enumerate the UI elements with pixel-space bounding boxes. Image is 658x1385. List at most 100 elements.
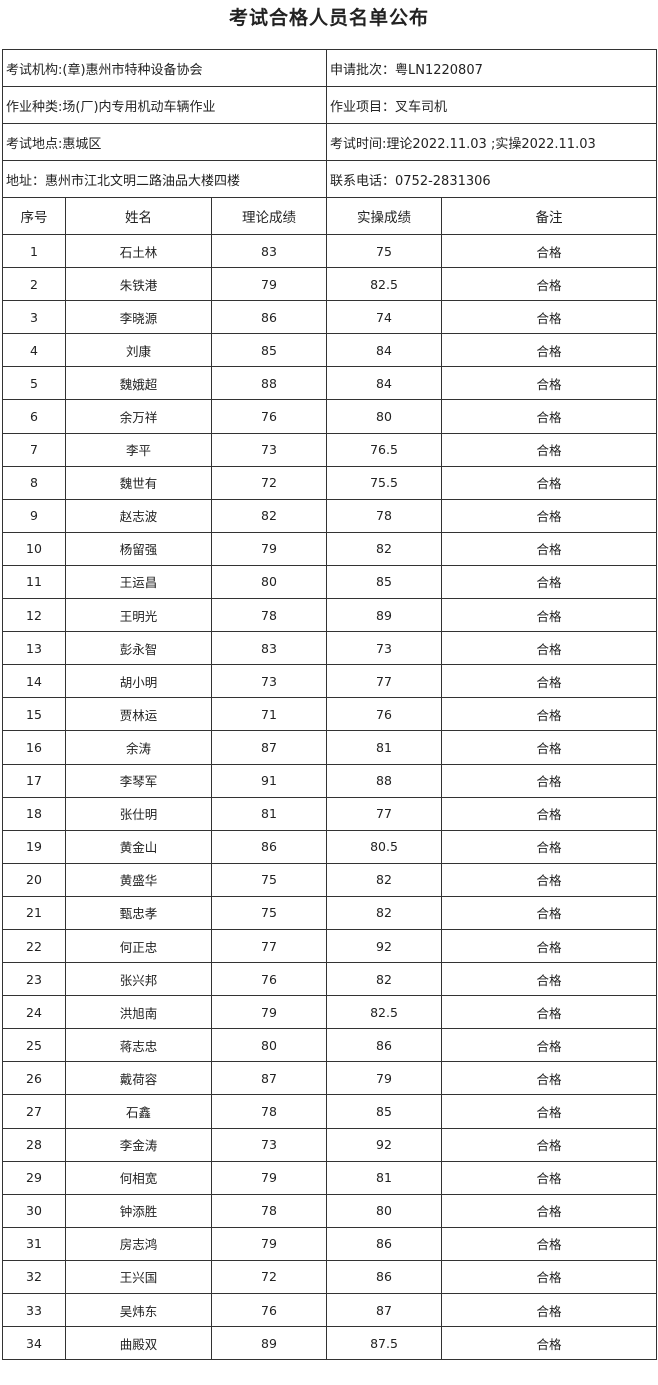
cell-practical-score: 80.5 bbox=[326, 829, 442, 864]
cell-no: 27 bbox=[2, 1094, 66, 1129]
cell-practical-score: 88 bbox=[326, 763, 442, 798]
cell-name: 蒋志忠 bbox=[65, 1028, 212, 1063]
cell-practical-score: 80 bbox=[326, 1193, 442, 1228]
table-row: 30 钟添胜 78 80 合格 bbox=[2, 1193, 657, 1228]
table-row: 7 李平 73 76.5 合格 bbox=[2, 432, 657, 467]
cell-practical-score: 86 bbox=[326, 1259, 442, 1295]
cell-practical-score: 74 bbox=[326, 300, 442, 335]
cell-practical-score: 78 bbox=[326, 498, 442, 533]
cell-practical-score: 87 bbox=[326, 1292, 442, 1328]
cell-no: 30 bbox=[2, 1193, 66, 1228]
table-row: 10 杨留强 79 82 合格 bbox=[2, 531, 657, 566]
cell-theory-score: 85 bbox=[211, 333, 327, 368]
application-batch: 申请批次：粤LN1220807 bbox=[326, 49, 657, 87]
cell-name: 戴荷容 bbox=[65, 1061, 212, 1096]
cell-no: 12 bbox=[2, 598, 66, 633]
table-row: 24 洪旭南 79 82.5 合格 bbox=[2, 995, 657, 1030]
cell-name: 李琴军 bbox=[65, 763, 212, 798]
cell-name: 胡小明 bbox=[65, 664, 212, 699]
cell-practical-score: 92 bbox=[326, 1127, 442, 1162]
table-row: 22 何正忠 77 92 合格 bbox=[2, 928, 657, 964]
cell-theory-score: 83 bbox=[211, 233, 327, 269]
cell-no: 16 bbox=[2, 730, 66, 765]
cell-name: 黄金山 bbox=[65, 829, 212, 864]
header-remark: 备注 bbox=[441, 197, 657, 235]
cell-theory-score: 78 bbox=[211, 1094, 327, 1129]
table-row: 8 魏世有 72 75.5 合格 bbox=[2, 465, 657, 500]
table-row: 3 李晓源 86 74 合格 bbox=[2, 300, 657, 335]
cell-remark: 合格 bbox=[441, 730, 657, 765]
cell-practical-score: 92 bbox=[326, 928, 442, 964]
cell-no: 29 bbox=[2, 1160, 66, 1195]
cell-no: 20 bbox=[2, 862, 66, 897]
cell-practical-score: 77 bbox=[326, 664, 442, 699]
cell-name: 刘康 bbox=[65, 333, 212, 368]
table-row: 29 何相宽 79 81 合格 bbox=[2, 1160, 657, 1195]
cell-remark: 合格 bbox=[441, 1094, 657, 1129]
table-header: 序号 姓名 理论成绩 实操成绩 备注 bbox=[2, 197, 657, 235]
cell-theory-score: 79 bbox=[211, 995, 327, 1030]
cell-no: 13 bbox=[2, 631, 66, 666]
cell-theory-score: 72 bbox=[211, 1259, 327, 1295]
cell-theory-score: 76 bbox=[211, 962, 327, 997]
cell-remark: 合格 bbox=[441, 1028, 657, 1063]
work-item: 作业项目：叉车司机 bbox=[326, 86, 657, 124]
cell-remark: 合格 bbox=[441, 1127, 657, 1162]
cell-theory-score: 73 bbox=[211, 664, 327, 699]
cell-name: 彭永智 bbox=[65, 631, 212, 666]
cell-theory-score: 75 bbox=[211, 895, 327, 930]
table-row: 18 张仕明 81 77 合格 bbox=[2, 796, 657, 831]
cell-theory-score: 91 bbox=[211, 763, 327, 798]
cell-no: 6 bbox=[2, 399, 66, 434]
info-row: 考试机构:(章)惠州市特种设备协会 申请批次：粤LN1220807 bbox=[2, 49, 657, 87]
cell-theory-score: 79 bbox=[211, 1226, 327, 1261]
cell-theory-score: 87 bbox=[211, 730, 327, 765]
results-table: 考试机构:(章)惠州市特种设备协会 申请批次：粤LN1220807 作业种类:场… bbox=[2, 49, 657, 1361]
cell-remark: 合格 bbox=[441, 267, 657, 302]
table-row: 14 胡小明 73 77 合格 bbox=[2, 664, 657, 699]
cell-practical-score: 81 bbox=[326, 1160, 442, 1195]
cell-practical-score: 73 bbox=[326, 631, 442, 666]
cell-theory-score: 78 bbox=[211, 1193, 327, 1228]
table-row: 13 彭永智 83 73 合格 bbox=[2, 631, 657, 666]
cell-theory-score: 76 bbox=[211, 399, 327, 434]
cell-remark: 合格 bbox=[441, 962, 657, 997]
header-name: 姓名 bbox=[65, 197, 212, 235]
cell-name: 王明光 bbox=[65, 598, 212, 633]
cell-theory-score: 80 bbox=[211, 1028, 327, 1063]
header-theory-score: 理论成绩 bbox=[211, 197, 327, 235]
cell-no: 25 bbox=[2, 1028, 66, 1063]
cell-remark: 合格 bbox=[441, 862, 657, 897]
cell-name: 魏娥超 bbox=[65, 366, 212, 401]
cell-name: 曲殿双 bbox=[65, 1326, 212, 1361]
cell-practical-score: 84 bbox=[326, 366, 442, 401]
cell-remark: 合格 bbox=[441, 233, 657, 269]
contact-phone: 联系电话：0752-2831306 bbox=[326, 160, 657, 198]
cell-no: 15 bbox=[2, 697, 66, 732]
cell-theory-score: 71 bbox=[211, 697, 327, 732]
table-row: 26 戴荷容 87 79 合格 bbox=[2, 1061, 657, 1096]
table-row: 32 王兴国 72 86 合格 bbox=[2, 1259, 657, 1295]
cell-name: 甄忠孝 bbox=[65, 895, 212, 930]
table-row: 31 房志鸿 79 86 合格 bbox=[2, 1226, 657, 1261]
cell-no: 9 bbox=[2, 498, 66, 533]
cell-no: 32 bbox=[2, 1259, 66, 1295]
cell-no: 26 bbox=[2, 1061, 66, 1096]
cell-theory-score: 72 bbox=[211, 465, 327, 500]
cell-theory-score: 77 bbox=[211, 928, 327, 964]
cell-no: 23 bbox=[2, 962, 66, 997]
cell-no: 34 bbox=[2, 1326, 66, 1361]
table-row: 9 赵志波 82 78 合格 bbox=[2, 498, 657, 533]
cell-remark: 合格 bbox=[441, 564, 657, 600]
cell-practical-score: 76 bbox=[326, 697, 442, 732]
cell-theory-score: 75 bbox=[211, 862, 327, 897]
cell-practical-score: 82 bbox=[326, 862, 442, 897]
header-no: 序号 bbox=[2, 197, 66, 235]
table-row: 25 蒋志忠 80 86 合格 bbox=[2, 1028, 657, 1063]
cell-theory-score: 86 bbox=[211, 300, 327, 335]
cell-remark: 合格 bbox=[441, 796, 657, 831]
cell-name: 张兴邦 bbox=[65, 962, 212, 997]
cell-practical-score: 82 bbox=[326, 962, 442, 997]
cell-practical-score: 85 bbox=[326, 1094, 442, 1129]
table-row: 2 朱铁港 79 82.5 合格 bbox=[2, 267, 657, 302]
